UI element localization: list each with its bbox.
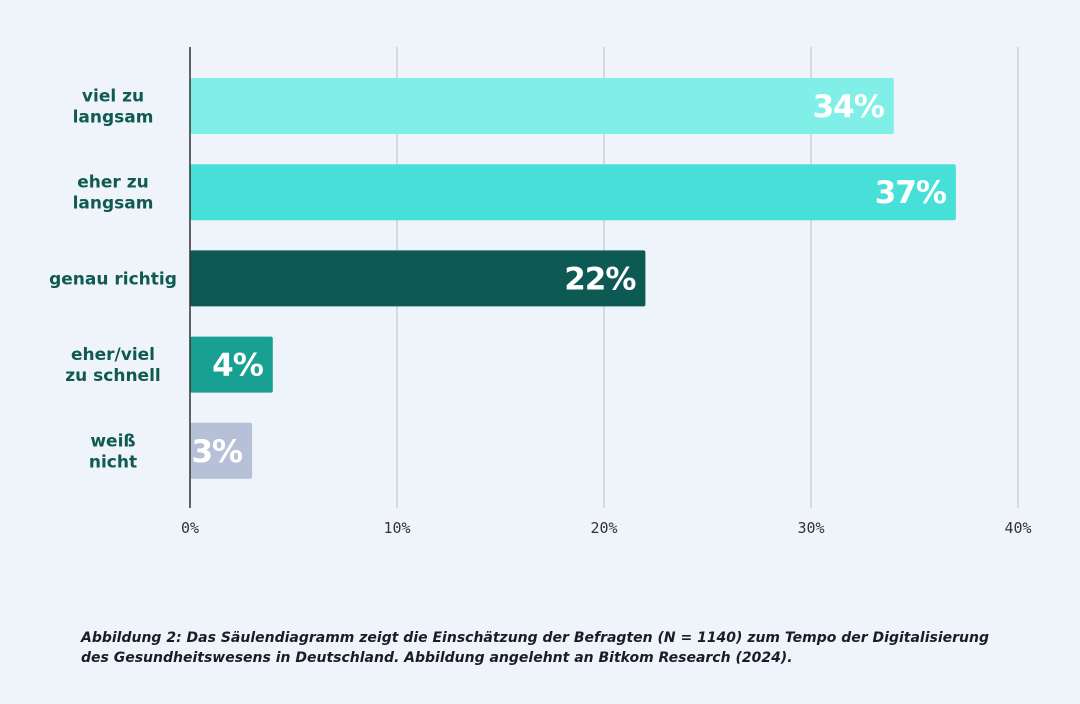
value-labels: 34% 37% 22% 4% 3% [191, 89, 947, 470]
category-label-line: genau richtig [49, 269, 177, 289]
x-tick-label: 10% [383, 519, 410, 537]
category-label: genau richtig [49, 269, 177, 289]
category-label-line: langsam [73, 194, 154, 214]
category-label: weiß nicht [89, 431, 137, 472]
bar [190, 250, 646, 307]
x-tick-label: 20% [590, 519, 617, 537]
bars [190, 78, 956, 479]
x-tick-labels: 0% 10% 20% 30% 40% [181, 519, 1032, 537]
category-label-line: langsam [73, 108, 154, 128]
figure-caption: Abbildung 2: Das Säulendiagramm zeigt di… [81, 630, 989, 666]
bar [190, 422, 253, 479]
bar-value-label: 34% [813, 89, 885, 125]
bar-value-label: 22% [564, 261, 636, 297]
bar [190, 164, 956, 221]
category-label: eher/viel zu schnell [65, 345, 161, 386]
category-label: eher zu langsam [73, 173, 154, 214]
bar-value-label: 37% [875, 175, 947, 211]
bar-value-label: 4% [212, 348, 264, 384]
bar [190, 336, 273, 393]
category-label-line: zu schnell [65, 366, 161, 386]
x-tick-label: 30% [797, 519, 824, 537]
x-tick-label: 40% [1004, 519, 1031, 537]
category-label-line: eher zu [77, 173, 148, 193]
category-label: viel zu langsam [73, 87, 154, 128]
bar [190, 78, 894, 134]
category-label-line: viel zu [82, 87, 144, 107]
category-label-line: weiß [90, 431, 135, 451]
bar-value-label: 3% [191, 434, 243, 470]
x-tick-label: 0% [181, 519, 199, 537]
category-label-line: nicht [89, 452, 137, 472]
category-label-line: eher/viel [71, 345, 155, 365]
